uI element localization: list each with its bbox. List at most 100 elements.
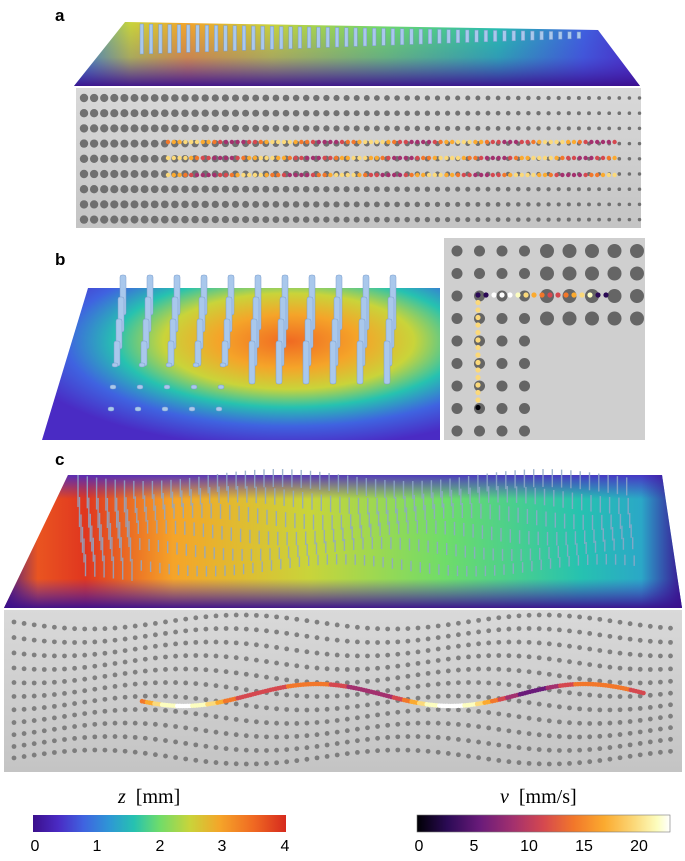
photo-dot (274, 747, 279, 753)
photo-dot (445, 125, 451, 131)
photo-dot (92, 709, 98, 715)
photo-dot (142, 721, 148, 727)
track-point (475, 359, 481, 366)
track-point (403, 155, 408, 161)
photo-dot (496, 403, 508, 414)
photo-dot (52, 692, 57, 697)
z-tick-label: 2 (155, 838, 165, 855)
photo-dot (567, 690, 572, 696)
track-point (334, 139, 339, 145)
track-point (258, 172, 263, 178)
photo-dot (496, 726, 502, 732)
v-colorbar-title: v [mm/s] (500, 786, 577, 809)
photo-dot (150, 94, 159, 102)
pillar (302, 340, 310, 385)
track-point (328, 172, 333, 178)
photo-dot (445, 721, 451, 727)
photo-dot (343, 94, 350, 102)
track-point (444, 139, 449, 145)
photo-dot (334, 622, 340, 628)
track-point (299, 172, 304, 178)
photo-dot (577, 629, 582, 635)
photo-dot (160, 215, 169, 224)
photo-dot (385, 747, 391, 753)
photo-dot (132, 694, 138, 699)
track-point (322, 172, 327, 178)
photo-dot (668, 725, 673, 731)
photo-dot (62, 691, 67, 696)
photo-dot (577, 614, 582, 620)
photo-dot (496, 742, 502, 748)
pillar (279, 26, 284, 50)
photo-dot (272, 201, 280, 208)
photo-dot (637, 717, 643, 723)
photo-dot (536, 626, 542, 632)
photo-dot (183, 640, 189, 646)
track-point (189, 155, 194, 161)
photo-dot (627, 96, 632, 100)
photo-dot (302, 201, 310, 208)
photo-dot (577, 660, 582, 666)
photo-dot (213, 639, 219, 645)
photo-dot (557, 613, 562, 618)
photo-dot (333, 125, 340, 132)
photo-dot (112, 748, 118, 753)
photo-dot (153, 667, 158, 673)
photo-dot (375, 701, 380, 706)
track-point (577, 172, 582, 178)
photo-dot (130, 170, 139, 178)
photo-dot (264, 720, 269, 726)
photo-dot (425, 636, 431, 642)
photo-dot (163, 693, 168, 699)
photo-dot (519, 403, 530, 414)
track-point (281, 172, 287, 178)
photo-dot (242, 185, 250, 193)
photo-dot (193, 696, 199, 701)
track-point (479, 172, 484, 178)
photo-dot (110, 215, 119, 224)
photo-dot (496, 758, 502, 763)
photo-dot (292, 216, 300, 223)
photo-dot (658, 679, 663, 685)
photo-dot (100, 200, 109, 209)
track-point (293, 155, 298, 161)
photo-dot (476, 617, 481, 623)
photo-dot (334, 718, 340, 723)
photo-dot (476, 666, 481, 672)
z-tick-label: 4 (280, 838, 290, 855)
photo-dot (294, 632, 300, 638)
photo-dot (183, 628, 189, 634)
photo-dot (282, 125, 290, 132)
photo-dot (355, 639, 360, 645)
photo-dot (110, 185, 119, 194)
track-point (554, 172, 559, 178)
pillar (219, 362, 227, 368)
photo-dot (414, 125, 421, 132)
track-point (432, 172, 437, 178)
photo-dot (171, 109, 179, 117)
photo-dot (82, 735, 88, 740)
photo-dot (415, 649, 421, 655)
photo-dot (485, 217, 491, 223)
photo-dot (142, 668, 148, 674)
track-point (258, 139, 263, 145)
photo-dot (476, 629, 481, 635)
photo-dot (304, 720, 310, 726)
photo-dot (333, 94, 340, 102)
photo-dot (506, 667, 512, 673)
photo-dot (122, 648, 128, 654)
photo-dot (384, 95, 390, 101)
track-point (212, 139, 217, 145)
photo-dot (223, 654, 229, 660)
v-tick-label: 20 (630, 838, 648, 855)
photo-dot (122, 694, 128, 700)
photo-dot (183, 666, 189, 672)
photo-dot (102, 696, 108, 702)
photo-dot (617, 126, 622, 131)
photo-dot (173, 641, 179, 647)
photo-dot (637, 172, 642, 176)
photo-dot (82, 626, 88, 632)
photo-dot (385, 676, 391, 682)
photo-dot (519, 358, 530, 369)
photo-dot (252, 124, 260, 132)
